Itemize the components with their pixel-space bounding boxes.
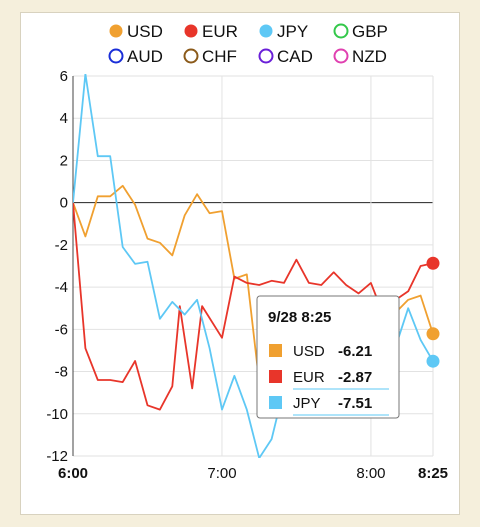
endpoint-jpy[interactable] [426, 354, 440, 368]
y-tick-label: 6 [60, 68, 68, 85]
legend-marker-usd [109, 24, 123, 38]
x-tick-label: 7:00 [207, 465, 236, 482]
legend-marker-cad [258, 48, 274, 64]
tooltip-series-label: EUR [293, 369, 325, 386]
tooltip-series-value: -2.87 [338, 369, 372, 386]
legend-item-aud[interactable]: AUD [108, 47, 163, 66]
y-tick-label: 2 [60, 152, 68, 169]
tooltip-title: 9/28 8:25 [268, 309, 331, 326]
chart-panel: USD EUR JPY GBP AUD CHF CAD NZD 6 4 2 0 -2 -4 -6 -8 -10… [20, 12, 460, 515]
legend-marker-aud [108, 48, 124, 64]
y-tick-label: -8 [55, 364, 68, 381]
x-tick-label: 8:00 [356, 465, 385, 482]
legend-item-usd[interactable]: USD [109, 22, 163, 41]
tooltip-swatch-jpy [269, 396, 282, 409]
legend-marker-eur [184, 24, 198, 38]
y-tick-label: -4 [55, 279, 68, 296]
fx-line-chart[interactable]: USD EUR JPY GBP AUD CHF CAD NZD 6 4 2 0 -2 -4 -6 -8 -10… [21, 13, 461, 516]
tooltip-series-label: JPY [293, 395, 321, 412]
legend-item-eur[interactable]: EUR [184, 22, 238, 41]
legend-label: NZD [352, 47, 387, 66]
legend-label: CHF [202, 47, 237, 66]
y-tick-label: -10 [46, 406, 68, 423]
x-tick-label: 6:00 [58, 465, 88, 482]
legend-item-cad[interactable]: CAD [258, 47, 313, 66]
tooltip-swatch-usd [269, 344, 282, 357]
legend-marker-chf [183, 48, 199, 64]
legend-item-gbp[interactable]: GBP [333, 22, 388, 41]
legend-label: JPY [277, 22, 308, 41]
tooltip-box [256, 295, 400, 419]
legend: USD EUR JPY GBP AUD CHF CAD NZD [108, 22, 388, 66]
tooltip-swatch-eur [269, 370, 282, 383]
legend-marker-jpy [259, 24, 273, 38]
tooltip: 9/28 8:25 USD -6.21 EUR -2.87 JPY -7.51 [256, 295, 400, 419]
series-line-eur[interactable] [73, 202, 434, 411]
legend-label: CAD [277, 47, 313, 66]
x-axis: 6:00 7:00 8:00 8:25 [58, 465, 448, 482]
endpoint-eur[interactable] [426, 256, 440, 270]
legend-item-jpy[interactable]: JPY [259, 22, 309, 41]
legend-marker-nzd [333, 48, 349, 64]
legend-marker-gbp [333, 23, 349, 39]
y-tick-label: -12 [46, 448, 68, 465]
y-tick-label: 4 [60, 110, 68, 127]
tooltip-series-label: USD [293, 343, 325, 360]
legend-label: EUR [202, 22, 238, 41]
legend-label: AUD [127, 47, 163, 66]
series-endpoints [426, 256, 440, 368]
y-tick-label: -2 [55, 237, 68, 254]
legend-label: GBP [352, 22, 388, 41]
y-tick-label: -6 [55, 321, 68, 338]
y-tick-label: 0 [60, 195, 68, 212]
endpoint-usd[interactable] [426, 327, 440, 341]
legend-label: USD [127, 22, 163, 41]
x-tick-label: 8:25 [418, 465, 448, 482]
tooltip-series-value: -7.51 [338, 395, 372, 412]
legend-item-nzd[interactable]: NZD [333, 47, 387, 66]
y-axis: 6 4 2 0 -2 -4 -6 -8 -10 -12 [46, 68, 68, 465]
tooltip-series-value: -6.21 [338, 343, 372, 360]
legend-item-chf[interactable]: CHF [183, 47, 237, 66]
